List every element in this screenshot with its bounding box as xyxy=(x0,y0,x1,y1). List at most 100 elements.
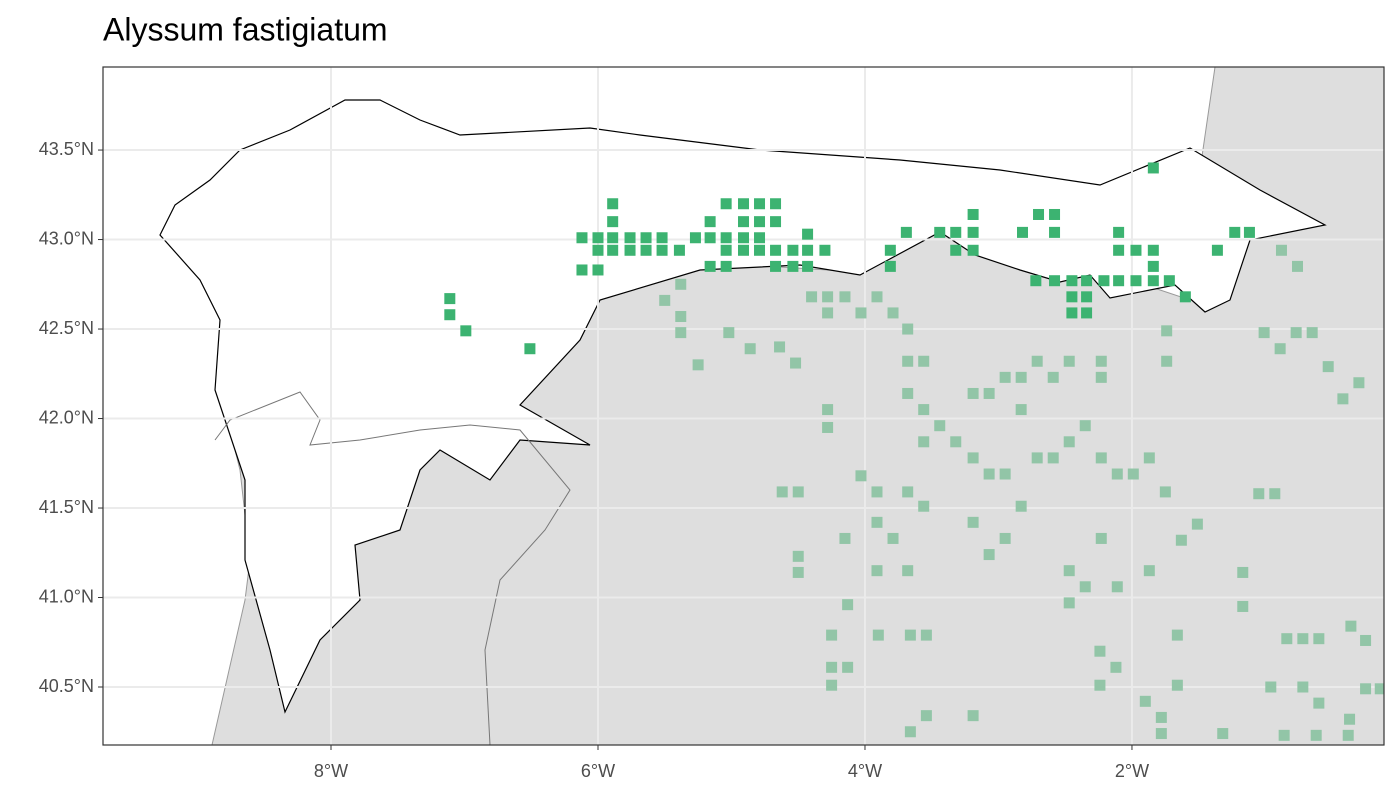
grid-cell-point xyxy=(1269,488,1281,500)
grid-cell-point xyxy=(754,198,766,210)
grid-cell-point xyxy=(1095,371,1107,383)
grid-cell-point xyxy=(1066,307,1078,319)
grid-cell-point xyxy=(576,264,588,276)
grid-cell-point xyxy=(738,232,749,244)
grid-cell-point xyxy=(592,264,604,276)
grid-cell-point xyxy=(839,532,851,544)
grid-cell-point xyxy=(787,244,799,256)
grid-cell-point xyxy=(723,327,735,339)
grid-cell-point xyxy=(1306,327,1318,339)
grid-cell-point xyxy=(1113,244,1125,256)
grid-cell-point xyxy=(1049,208,1061,220)
grid-cell-point xyxy=(444,309,456,321)
grid-cell-point xyxy=(1095,452,1107,464)
grid-cell-point xyxy=(999,468,1011,480)
grid-cell-point xyxy=(1113,275,1125,287)
grid-cell-point xyxy=(918,404,930,416)
grid-cell-point xyxy=(704,216,716,228)
grid-cell-point xyxy=(918,436,930,448)
grid-cell-point xyxy=(822,404,834,416)
grid-cell-point xyxy=(967,452,979,464)
grid-cell-point xyxy=(692,359,704,371)
grid-cell-point xyxy=(967,710,979,722)
grid-cell-point xyxy=(1290,327,1302,339)
study-region xyxy=(159,99,1327,714)
grid-cell-point xyxy=(1143,452,1155,464)
grid-cell-point xyxy=(1342,729,1354,741)
grid-cell-point xyxy=(839,291,851,303)
y-tick-label: 43.5°N xyxy=(39,139,94,159)
grid-cell-point xyxy=(855,307,867,319)
grid-cell-point xyxy=(920,629,932,641)
grid-cell-point xyxy=(872,629,884,641)
grid-cell-point xyxy=(900,226,912,238)
grid-cell-point xyxy=(1047,452,1059,464)
grid-cell-point xyxy=(1063,597,1075,609)
grid-cell-point xyxy=(934,226,946,238)
grid-cell-point xyxy=(774,341,786,353)
border-line xyxy=(214,391,571,745)
grid-cell-point xyxy=(524,343,536,355)
grid-cell-point xyxy=(744,343,756,355)
grid-cell-point xyxy=(1063,565,1075,577)
y-tick-label: 40.5°N xyxy=(39,676,94,696)
grid-cell-point xyxy=(1313,697,1325,709)
grid-cell-point xyxy=(770,198,782,210)
grid-cell-point xyxy=(1313,633,1325,645)
grid-cell-point xyxy=(1111,581,1123,593)
grid-cell-point xyxy=(1211,244,1223,256)
grid-cell-point xyxy=(1047,371,1059,383)
grid-cell-point xyxy=(999,532,1011,544)
grid-cell-point xyxy=(792,566,804,578)
grid-cell-point xyxy=(1017,226,1029,238)
grid-cell-point xyxy=(826,629,838,641)
grid-cell-point xyxy=(871,291,883,303)
grid-cell-point xyxy=(802,228,814,240)
grid-cell-point xyxy=(950,244,962,256)
x-tick-label: 2°W xyxy=(1115,761,1149,781)
grid-cell-point xyxy=(704,232,716,244)
grid-cell-point xyxy=(1278,729,1290,741)
grid-cell-point xyxy=(1161,355,1173,367)
grid-cell-point xyxy=(802,244,814,256)
grid-cell-point xyxy=(770,216,782,228)
grid-cell-point xyxy=(819,244,831,256)
grid-cell-point xyxy=(770,260,782,272)
grid-cell-point xyxy=(787,260,799,272)
grid-cell-point xyxy=(871,516,883,528)
grid-cell-point xyxy=(887,532,899,544)
grid-cell-point xyxy=(934,420,946,432)
grid-cell-point xyxy=(826,661,838,673)
grid-cell-point xyxy=(1155,711,1167,723)
grid-cell-point xyxy=(1049,226,1061,238)
grid-cell-point xyxy=(1374,683,1384,695)
grid-cell-point xyxy=(1175,534,1187,546)
grid-cell-point xyxy=(902,486,914,498)
grid-cell-point xyxy=(720,198,732,210)
grid-cell-point xyxy=(1015,371,1027,383)
grid-cell-point xyxy=(1033,208,1045,220)
grid-cell-point xyxy=(871,486,883,498)
x-tick-label: 8°W xyxy=(314,761,348,781)
grid-cell-point xyxy=(656,232,668,244)
grid-cell-point xyxy=(1127,468,1139,480)
grid-cell-point xyxy=(1161,325,1173,337)
grid-cell-point xyxy=(1081,307,1093,319)
grid-cell-point xyxy=(1079,581,1091,593)
grid-cell-point xyxy=(983,549,995,561)
grid-cell-point xyxy=(624,232,636,244)
grid-cell-point xyxy=(1110,661,1122,673)
grid-cell-point xyxy=(1081,275,1093,287)
grid-cell-point xyxy=(806,291,818,303)
grid-cell-point xyxy=(792,486,804,498)
grid-cell-point xyxy=(1171,679,1183,691)
grid-cell-point xyxy=(1360,634,1372,646)
grid-cell-point xyxy=(884,244,896,256)
grid-cell-point xyxy=(1310,729,1322,741)
grid-cell-point xyxy=(1281,633,1293,645)
grid-cell-point xyxy=(790,357,802,369)
grid-cell-point xyxy=(1265,681,1277,693)
grid-cell-point xyxy=(902,565,914,577)
grid-cell-point xyxy=(792,550,804,562)
grid-cell-point xyxy=(842,599,854,611)
